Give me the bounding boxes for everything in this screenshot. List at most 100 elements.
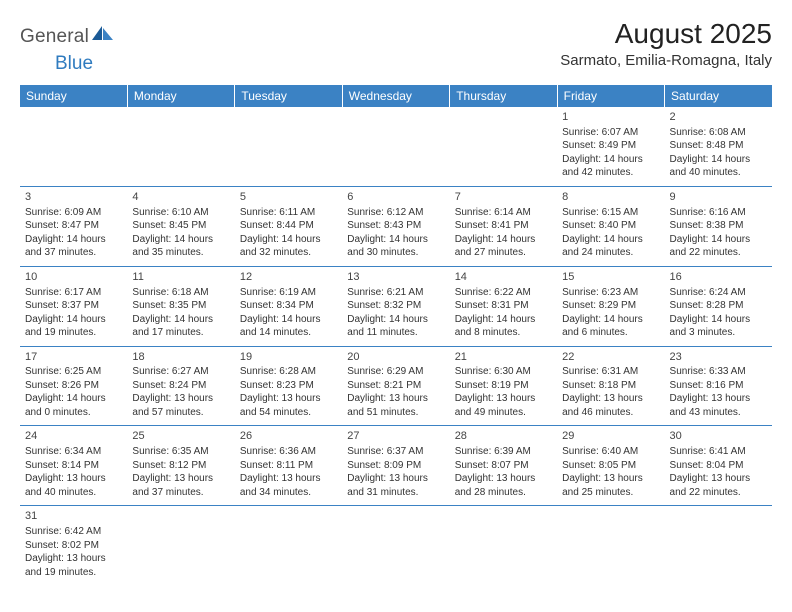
calendar-row: 10Sunrise: 6:17 AMSunset: 8:37 PMDayligh… [20,266,772,346]
day-number: 19 [240,350,337,365]
sunset-text: Sunset: 8:04 PM [670,459,767,473]
day-cell: 27Sunrise: 6:37 AMSunset: 8:09 PMDayligh… [342,426,449,506]
sunrise-text: Sunrise: 6:10 AM [132,206,229,220]
day-cell: 2 Sunrise: 6:08 AM Sunset: 8:48 PM Dayli… [665,107,772,186]
day-cell: 19Sunrise: 6:28 AMSunset: 8:23 PMDayligh… [235,346,342,426]
sunset-text: Sunset: 8:29 PM [562,299,659,313]
day-cell: 12Sunrise: 6:19 AMSunset: 8:34 PMDayligh… [235,266,342,346]
empty-cell [557,506,664,585]
calendar-row: 24Sunrise: 6:34 AMSunset: 8:14 PMDayligh… [20,426,772,506]
day-cell: 5Sunrise: 6:11 AMSunset: 8:44 PMDaylight… [235,186,342,266]
location-subtitle: Sarmato, Emilia-Romagna, Italy [560,52,772,69]
sunrise-text: Sunrise: 6:07 AM [562,126,659,140]
day-cell: 7Sunrise: 6:14 AMSunset: 8:41 PMDaylight… [450,186,557,266]
sunset-text: Sunset: 8:18 PM [562,379,659,393]
day-header: Tuesday [235,85,342,107]
daylight-text: Daylight: 14 hours and 30 minutes. [347,233,444,260]
daylight-text: Daylight: 14 hours and 40 minutes. [670,153,767,180]
day-number: 29 [562,429,659,444]
day-cell: 18Sunrise: 6:27 AMSunset: 8:24 PMDayligh… [127,346,234,426]
sunset-text: Sunset: 8:24 PM [132,379,229,393]
sunrise-text: Sunrise: 6:08 AM [670,126,767,140]
day-cell: 3Sunrise: 6:09 AMSunset: 8:47 PMDaylight… [20,186,127,266]
empty-cell [20,107,127,186]
sunrise-text: Sunrise: 6:30 AM [455,365,552,379]
day-header: Thursday [450,85,557,107]
day-cell: 4Sunrise: 6:10 AMSunset: 8:45 PMDaylight… [127,186,234,266]
day-number: 1 [562,110,659,125]
calendar-row: 17Sunrise: 6:25 AMSunset: 8:26 PMDayligh… [20,346,772,426]
day-number: 24 [25,429,122,444]
sunrise-text: Sunrise: 6:11 AM [240,206,337,220]
day-cell: 22Sunrise: 6:31 AMSunset: 8:18 PMDayligh… [557,346,664,426]
empty-cell [342,506,449,585]
empty-cell [127,506,234,585]
daylight-text: Daylight: 14 hours and 32 minutes. [240,233,337,260]
day-cell: 11Sunrise: 6:18 AMSunset: 8:35 PMDayligh… [127,266,234,346]
day-cell: 28Sunrise: 6:39 AMSunset: 8:07 PMDayligh… [450,426,557,506]
daylight-text: Daylight: 13 hours and 57 minutes. [132,392,229,419]
sunset-text: Sunset: 8:11 PM [240,459,337,473]
sunrise-text: Sunrise: 6:39 AM [455,445,552,459]
day-cell: 25Sunrise: 6:35 AMSunset: 8:12 PMDayligh… [127,426,234,506]
daylight-text: Daylight: 14 hours and 19 minutes. [25,313,122,340]
day-cell: 16Sunrise: 6:24 AMSunset: 8:28 PMDayligh… [665,266,772,346]
sunset-text: Sunset: 8:40 PM [562,219,659,233]
sunset-text: Sunset: 8:14 PM [25,459,122,473]
sunrise-text: Sunrise: 6:25 AM [25,365,122,379]
sunrise-text: Sunrise: 6:22 AM [455,286,552,300]
day-number: 18 [132,350,229,365]
daylight-text: Daylight: 13 hours and 54 minutes. [240,392,337,419]
day-header: Wednesday [342,85,449,107]
logo-text-blue: Blue [55,53,93,75]
daylight-text: Daylight: 14 hours and 14 minutes. [240,313,337,340]
sunrise-text: Sunrise: 6:15 AM [562,206,659,220]
day-number: 3 [25,190,122,205]
daylight-text: Daylight: 14 hours and 27 minutes. [455,233,552,260]
sunrise-text: Sunrise: 6:17 AM [25,286,122,300]
day-header: Monday [127,85,234,107]
sunrise-text: Sunrise: 6:41 AM [670,445,767,459]
day-cell: 13Sunrise: 6:21 AMSunset: 8:32 PMDayligh… [342,266,449,346]
day-cell: 20Sunrise: 6:29 AMSunset: 8:21 PMDayligh… [342,346,449,426]
sunrise-text: Sunrise: 6:24 AM [670,286,767,300]
day-header-row: Sunday Monday Tuesday Wednesday Thursday… [20,85,772,107]
sunset-text: Sunset: 8:48 PM [670,139,767,153]
daylight-text: Daylight: 14 hours and 17 minutes. [132,313,229,340]
sunset-text: Sunset: 8:45 PM [132,219,229,233]
sunrise-text: Sunrise: 6:21 AM [347,286,444,300]
sunset-text: Sunset: 8:37 PM [25,299,122,313]
sunrise-text: Sunrise: 6:12 AM [347,206,444,220]
day-number: 27 [347,429,444,444]
day-cell: 23Sunrise: 6:33 AMSunset: 8:16 PMDayligh… [665,346,772,426]
sunrise-text: Sunrise: 6:19 AM [240,286,337,300]
empty-cell [235,107,342,186]
daylight-text: Daylight: 14 hours and 37 minutes. [25,233,122,260]
day-header: Saturday [665,85,772,107]
day-cell: 9Sunrise: 6:16 AMSunset: 8:38 PMDaylight… [665,186,772,266]
day-cell: 24Sunrise: 6:34 AMSunset: 8:14 PMDayligh… [20,426,127,506]
empty-cell [450,506,557,585]
day-number: 15 [562,270,659,285]
sunrise-text: Sunrise: 6:16 AM [670,206,767,220]
day-number: 25 [132,429,229,444]
day-number: 6 [347,190,444,205]
day-number: 17 [25,350,122,365]
day-number: 16 [670,270,767,285]
day-number: 10 [25,270,122,285]
daylight-text: Daylight: 13 hours and 34 minutes. [240,472,337,499]
sunset-text: Sunset: 8:47 PM [25,219,122,233]
calendar-row: 31Sunrise: 6:42 AMSunset: 8:02 PMDayligh… [20,506,772,585]
daylight-text: Daylight: 14 hours and 3 minutes. [670,313,767,340]
logo: General [20,26,114,48]
sunrise-text: Sunrise: 6:40 AM [562,445,659,459]
day-number: 30 [670,429,767,444]
day-number: 4 [132,190,229,205]
daylight-text: Daylight: 14 hours and 24 minutes. [562,233,659,260]
daylight-text: Daylight: 13 hours and 37 minutes. [132,472,229,499]
sunset-text: Sunset: 8:34 PM [240,299,337,313]
day-number: 11 [132,270,229,285]
day-number: 5 [240,190,337,205]
day-number: 7 [455,190,552,205]
daylight-text: Daylight: 13 hours and 43 minutes. [670,392,767,419]
